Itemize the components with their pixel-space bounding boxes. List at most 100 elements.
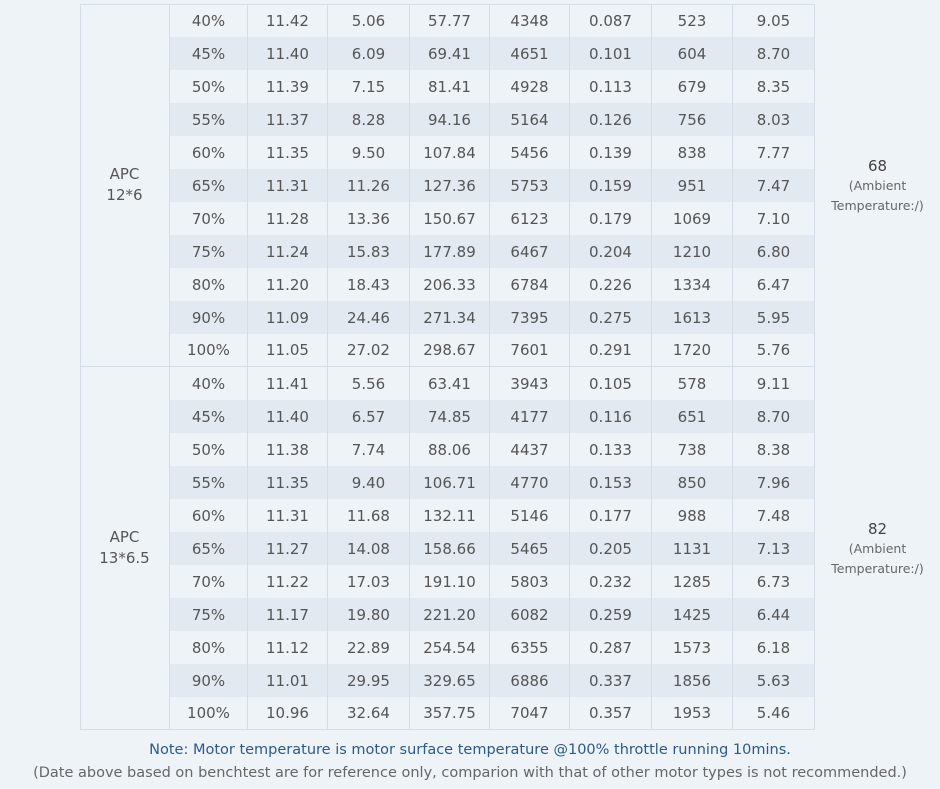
table-cell: 1069	[652, 202, 733, 235]
table-cell: 5.63	[733, 664, 815, 697]
propeller-line: APC	[109, 165, 140, 183]
table-cell: 11.17	[248, 598, 328, 631]
table-cell: 0.101	[570, 37, 652, 70]
table-cell: 5146	[490, 499, 570, 532]
table-cell: 0.126	[570, 103, 652, 136]
table-cell: 0.159	[570, 169, 652, 202]
table-cell: 0.259	[570, 598, 652, 631]
table-cell: 40%	[170, 4, 248, 37]
table-cell: 5.06	[328, 4, 410, 37]
table-cell: 11.37	[248, 103, 328, 136]
table-cell: 8.35	[733, 70, 815, 103]
table-cell: 850	[652, 466, 733, 499]
table-cell: 19.80	[328, 598, 410, 631]
table-cell: 5.95	[733, 301, 815, 334]
table-cell: 11.35	[248, 466, 328, 499]
table-cell: 11.39	[248, 70, 328, 103]
table-cell: 578	[652, 367, 733, 400]
table-cell: 11.26	[328, 169, 410, 202]
table-cell: 6123	[490, 202, 570, 235]
table-cell: 0.287	[570, 631, 652, 664]
table-cell: 5.76	[733, 334, 815, 367]
table-cell: 8.70	[733, 37, 815, 70]
table-cell: 7.74	[328, 433, 410, 466]
table-cell: 6886	[490, 664, 570, 697]
table-cell: 0.205	[570, 532, 652, 565]
table-cell: 11.20	[248, 268, 328, 301]
table-cell: 29.95	[328, 664, 410, 697]
table-cell: 158.66	[410, 532, 490, 565]
table-cell: 6784	[490, 268, 570, 301]
table-cell: 94.16	[410, 103, 490, 136]
table-cell: 70%	[170, 565, 248, 598]
table-cell: 298.67	[410, 334, 490, 367]
table-cell: 6467	[490, 235, 570, 268]
temperature-note: (Ambient Temperature:/)	[831, 540, 924, 576]
table-cell: 8.28	[328, 103, 410, 136]
table-cell: 11.09	[248, 301, 328, 334]
table-cell: 4348	[490, 4, 570, 37]
temperature-note: (Ambient Temperature:/)	[831, 177, 924, 213]
table-cell: 7.15	[328, 70, 410, 103]
table-cell: 1131	[652, 532, 733, 565]
table-cell: 1573	[652, 631, 733, 664]
table-cell: 9.11	[733, 367, 815, 400]
table-cell: 150.67	[410, 202, 490, 235]
table-cell: 32.64	[328, 697, 410, 730]
table-cell: 8.38	[733, 433, 815, 466]
table-cell: 11.12	[248, 631, 328, 664]
table-cell: 1613	[652, 301, 733, 334]
table-cell: 254.54	[410, 631, 490, 664]
propeller-line: 13*6.5	[99, 549, 150, 567]
left-column	[0, 4, 81, 730]
table-cell: 9.05	[733, 4, 815, 37]
table-cell: 11.24	[248, 235, 328, 268]
table-cell: 107.84	[410, 136, 490, 169]
table-cell: 45%	[170, 37, 248, 70]
table-cell: 0.204	[570, 235, 652, 268]
table-cell: 65%	[170, 169, 248, 202]
table-cell: 6082	[490, 598, 570, 631]
table-cell: 6.73	[733, 565, 815, 598]
table-cell: 0.275	[570, 301, 652, 334]
table-cell: 90%	[170, 301, 248, 334]
table-cell: 40%	[170, 367, 248, 400]
table-cell: 50%	[170, 433, 248, 466]
table-cell: 75%	[170, 235, 248, 268]
table-cell: 24.46	[328, 301, 410, 334]
propeller-cell: APC 12*6	[80, 4, 170, 367]
table-cell: 9.40	[328, 466, 410, 499]
table-cell: 0.116	[570, 400, 652, 433]
table-cell: 651	[652, 400, 733, 433]
table-cell: 221.20	[410, 598, 490, 631]
table-cell: 11.68	[328, 499, 410, 532]
temperature-value: 68	[867, 156, 888, 175]
table-cell: 6.47	[733, 268, 815, 301]
table-cell: 15.83	[328, 235, 410, 268]
table-cell: 191.10	[410, 565, 490, 598]
table-cell: 5.46	[733, 697, 815, 730]
table-cell: 74.85	[410, 400, 490, 433]
table-cell: 13.36	[328, 202, 410, 235]
table-cell: 11.27	[248, 532, 328, 565]
table-cell: 1425	[652, 598, 733, 631]
table-cell: 57.77	[410, 4, 490, 37]
table-cell: 7.13	[733, 532, 815, 565]
table-cell: 0.226	[570, 268, 652, 301]
table-cell: 1720	[652, 334, 733, 367]
propeller-cell: APC 13*6.5	[80, 367, 170, 730]
table-cell: 60%	[170, 136, 248, 169]
table-cell: 1953	[652, 697, 733, 730]
disclaimer: (Date above based on benchtest are for r…	[33, 765, 907, 781]
table-cell: 6.57	[328, 400, 410, 433]
table-cell: 0.291	[570, 334, 652, 367]
temperature-cell: 82 (Ambient Temperature:/)	[815, 367, 940, 730]
table-cell: 1210	[652, 235, 733, 268]
table-cell: 132.11	[410, 499, 490, 532]
table-cell: 11.38	[248, 433, 328, 466]
table-cell: 11.40	[248, 400, 328, 433]
table-cell: 11.42	[248, 4, 328, 37]
table-cell: 6.80	[733, 235, 815, 268]
table-cell: 4770	[490, 466, 570, 499]
table-cell: 100%	[170, 334, 248, 367]
